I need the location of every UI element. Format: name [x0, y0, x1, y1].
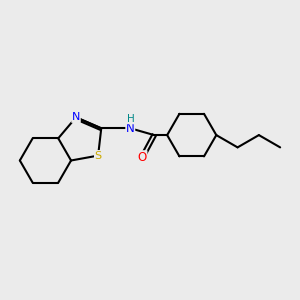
- Text: N: N: [126, 122, 135, 135]
- Text: S: S: [94, 151, 102, 160]
- Text: O: O: [138, 151, 147, 164]
- Text: H: H: [127, 114, 135, 124]
- Text: N: N: [72, 112, 80, 122]
